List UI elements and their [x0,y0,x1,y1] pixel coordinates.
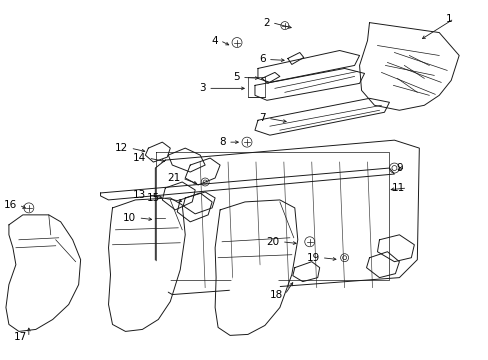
Text: 14: 14 [133,153,146,163]
Polygon shape [101,168,394,200]
Circle shape [234,210,249,226]
Text: 12: 12 [115,143,128,153]
Text: 21: 21 [167,173,180,183]
Circle shape [229,265,279,315]
Polygon shape [155,140,419,294]
Text: 3: 3 [199,84,206,93]
Circle shape [21,257,57,293]
Polygon shape [177,193,212,222]
Polygon shape [168,148,205,172]
Text: 15: 15 [147,193,160,203]
Polygon shape [366,252,399,278]
Text: 18: 18 [269,289,282,300]
Text: 5: 5 [233,72,240,82]
Text: 10: 10 [123,213,136,223]
Text: 11: 11 [391,183,405,193]
Text: 9: 9 [396,163,403,173]
Circle shape [127,207,143,223]
Text: 6: 6 [259,54,265,64]
Polygon shape [292,262,319,282]
Text: 19: 19 [306,253,319,263]
Polygon shape [162,182,195,210]
Text: 16: 16 [3,200,17,210]
Polygon shape [6,215,81,332]
Text: 17: 17 [14,332,27,342]
Text: 7: 7 [259,113,265,123]
Text: 20: 20 [266,237,279,247]
Polygon shape [145,142,170,162]
Polygon shape [258,50,359,82]
Polygon shape [359,23,458,110]
Polygon shape [287,53,303,64]
Polygon shape [254,68,364,100]
Polygon shape [108,198,185,332]
Polygon shape [215,200,297,336]
Text: 1: 1 [445,14,451,24]
Text: 8: 8 [219,137,225,147]
Text: 2: 2 [263,18,269,28]
Polygon shape [183,192,215,214]
Polygon shape [377,235,413,262]
Polygon shape [254,98,388,135]
Polygon shape [185,158,220,185]
Circle shape [19,307,39,328]
Polygon shape [262,72,279,84]
Text: 4: 4 [211,36,218,46]
Circle shape [126,260,170,303]
Text: 13: 13 [133,190,146,200]
